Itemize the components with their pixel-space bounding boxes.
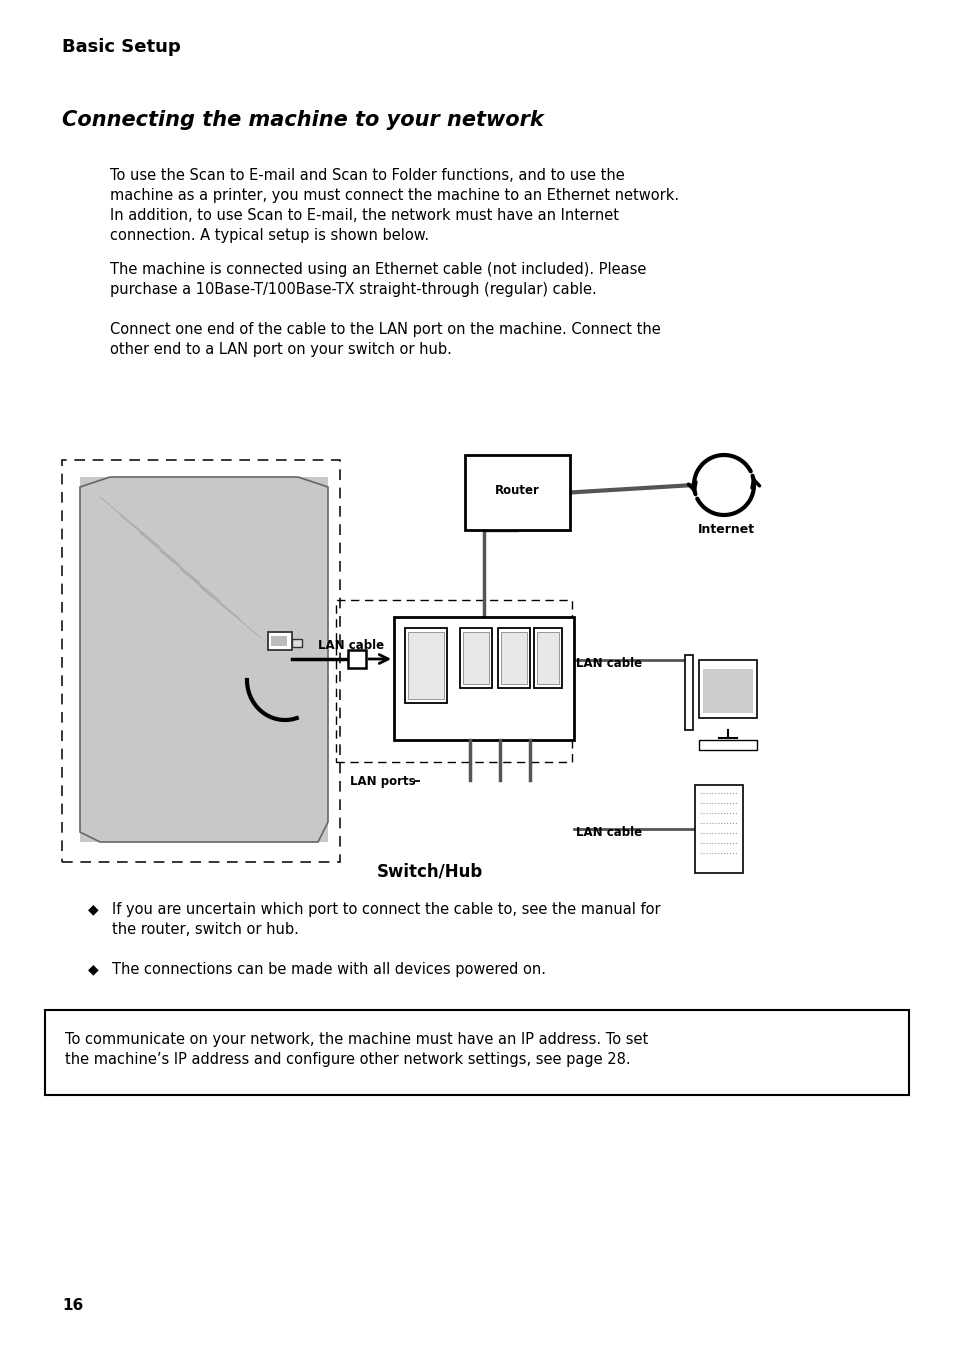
Bar <box>699 740 757 750</box>
Text: LAN ports: LAN ports <box>350 775 416 788</box>
Bar <box>292 639 302 648</box>
Text: LAN cable: LAN cable <box>576 826 641 840</box>
Text: other end to a LAN port on your switch or hub.: other end to a LAN port on your switch o… <box>110 342 452 357</box>
Bar <box>405 627 447 703</box>
Bar <box>699 660 757 718</box>
Bar <box>45 1010 908 1095</box>
Text: To communicate on your network, the machine must have an IP address. To set: To communicate on your network, the mach… <box>65 1032 648 1046</box>
Text: the machine’s IP address and configure other network settings, see page 28.: the machine’s IP address and configure o… <box>65 1052 630 1067</box>
Text: purchase a 10Base-T/100Base-TX straight-through (regular) cable.: purchase a 10Base-T/100Base-TX straight-… <box>110 283 597 297</box>
Text: Connecting the machine to your network: Connecting the machine to your network <box>62 110 543 130</box>
Bar <box>702 669 752 713</box>
Text: Basic Setup: Basic Setup <box>62 38 180 55</box>
Bar <box>684 654 692 730</box>
Text: If you are uncertain which port to connect the cable to, see the manual for: If you are uncertain which port to conne… <box>112 902 659 917</box>
Bar <box>464 456 569 530</box>
Bar <box>500 631 526 684</box>
Text: LAN cable: LAN cable <box>317 639 384 652</box>
Bar <box>335 600 572 763</box>
Text: The machine is connected using an Ethernet cable (not included). Please: The machine is connected using an Ethern… <box>110 262 646 277</box>
Bar <box>537 631 558 684</box>
Bar <box>80 477 328 842</box>
Text: Switch/Hub: Switch/Hub <box>376 863 482 880</box>
Bar <box>695 786 742 873</box>
Bar <box>394 617 574 740</box>
Text: LAN cable: LAN cable <box>576 657 641 671</box>
Text: The connections can be made with all devices powered on.: The connections can be made with all dev… <box>112 963 545 977</box>
Text: 16: 16 <box>62 1298 83 1313</box>
Text: ◆: ◆ <box>88 902 98 917</box>
Polygon shape <box>80 477 328 842</box>
Text: the router, switch or hub.: the router, switch or hub. <box>112 922 298 937</box>
Bar <box>459 627 492 688</box>
Bar <box>268 631 292 650</box>
Text: Internet: Internet <box>697 523 754 535</box>
Bar <box>408 631 443 699</box>
Text: connection. A typical setup is shown below.: connection. A typical setup is shown bel… <box>110 228 429 243</box>
Bar <box>348 650 366 668</box>
Bar <box>534 627 561 688</box>
Text: To use the Scan to E-mail and Scan to Folder functions, and to use the: To use the Scan to E-mail and Scan to Fo… <box>110 168 624 183</box>
Bar <box>462 631 489 684</box>
Bar <box>271 635 287 646</box>
Bar <box>497 627 530 688</box>
Text: ◆: ◆ <box>88 963 98 976</box>
Text: Connect one end of the cable to the LAN port on the machine. Connect the: Connect one end of the cable to the LAN … <box>110 322 660 337</box>
Text: In addition, to use Scan to E-mail, the network must have an Internet: In addition, to use Scan to E-mail, the … <box>110 208 618 223</box>
Text: machine as a printer, you must connect the machine to an Ethernet network.: machine as a printer, you must connect t… <box>110 188 679 203</box>
Bar <box>62 460 339 863</box>
Text: Router: Router <box>495 484 539 498</box>
